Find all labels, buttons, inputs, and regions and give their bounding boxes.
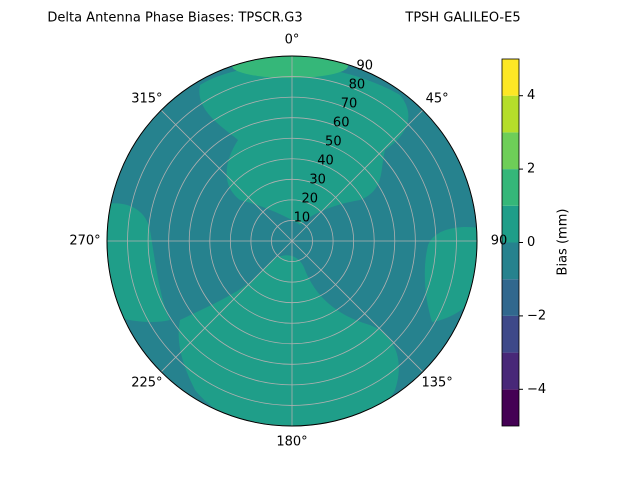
- chart-title: Delta Antenna Phase Biases: TPSCR.G3: [47, 11, 302, 26]
- grid-spoke: [160, 109, 293, 242]
- r-tick-label: 60: [333, 116, 350, 131]
- colorbar-band: [502, 242, 519, 280]
- contour-region: [424, 227, 477, 322]
- theta-tick-label: 45°: [426, 91, 449, 106]
- theta-tick-label: 180°: [276, 435, 307, 450]
- contour-region: [232, 56, 348, 78]
- colorbar-tick-label: 0: [527, 235, 535, 250]
- colorbar-band: [502, 352, 519, 390]
- grid-spoke: [160, 240, 293, 373]
- grid-spoke: [291, 240, 424, 373]
- theta-tick-label: 0°: [285, 33, 300, 48]
- colorbar-band: [502, 389, 519, 426]
- theta-tick-label: 225°: [131, 376, 162, 391]
- colorbar: [502, 59, 519, 426]
- r-tick-label: 80: [349, 78, 366, 93]
- r-tick-label: 90: [357, 59, 374, 74]
- colorbar-band: [502, 132, 519, 170]
- colorbar-band: [502, 279, 519, 316]
- r-tick-label: 10: [294, 211, 311, 226]
- r-tick-label: 20: [301, 192, 318, 207]
- colorbar-band: [502, 95, 519, 133]
- r-tick-label: 70: [341, 97, 358, 112]
- colorbar-tick-label: 4: [527, 88, 535, 103]
- chart-subtitle: TPSH GALILEO-E5: [404, 11, 520, 26]
- r-tick-label: 30: [309, 173, 326, 188]
- colorbar-band: [502, 205, 519, 243]
- polar-grid: [106, 55, 478, 427]
- theta-tick-label: 315°: [131, 91, 162, 106]
- colorbar-band: [502, 315, 519, 353]
- theta-tick-label: 90: [491, 234, 508, 249]
- theta-tick-label: 135°: [421, 376, 452, 391]
- colorbar-band: [502, 169, 519, 206]
- grid-spoke: [291, 109, 424, 242]
- colorbar-tick-label: 2: [527, 162, 535, 177]
- polar-frame: [106, 55, 478, 427]
- theta-tick-label: 270°: [69, 234, 100, 249]
- colorbar-label: Bias (mm): [556, 209, 571, 276]
- colorbar-tick-label: −2: [527, 308, 546, 323]
- r-tick-label: 50: [325, 135, 342, 150]
- colorbar-tick-label: −4: [527, 382, 546, 397]
- r-tick-label: 40: [317, 154, 334, 169]
- contour-region: [107, 203, 170, 322]
- colorbar-band: [502, 59, 519, 96]
- contour-region: [199, 65, 409, 225]
